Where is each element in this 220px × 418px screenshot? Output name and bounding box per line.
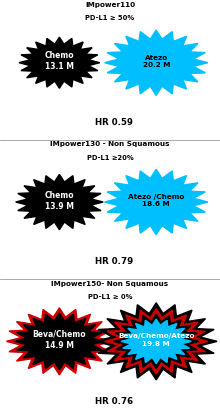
Text: Beva/Chemo/Atezo
19.8 M: Beva/Chemo/Atezo 19.8 M bbox=[118, 333, 194, 347]
Text: HR 0.59: HR 0.59 bbox=[95, 118, 133, 127]
Text: IMpower110: IMpower110 bbox=[85, 2, 135, 8]
Text: PD-L1 ≥ 50%: PD-L1 ≥ 50% bbox=[85, 15, 135, 21]
Text: Beva/Chemo
14.9 M: Beva/Chemo 14.9 M bbox=[33, 330, 86, 350]
Polygon shape bbox=[16, 174, 103, 230]
Polygon shape bbox=[6, 308, 112, 375]
Polygon shape bbox=[15, 313, 104, 370]
Text: HR 0.79: HR 0.79 bbox=[95, 257, 134, 266]
Polygon shape bbox=[113, 314, 199, 369]
Text: HR 0.76: HR 0.76 bbox=[95, 397, 134, 406]
Text: Chemo
13.9 M: Chemo 13.9 M bbox=[45, 191, 74, 211]
Text: PD-L1 ≥20%: PD-L1 ≥20% bbox=[87, 155, 133, 161]
Polygon shape bbox=[104, 308, 208, 374]
Polygon shape bbox=[104, 169, 208, 235]
Polygon shape bbox=[95, 303, 217, 380]
Text: Atezo
20.2 M: Atezo 20.2 M bbox=[143, 55, 170, 68]
Text: IMpower150- Non Squamous: IMpower150- Non Squamous bbox=[51, 281, 169, 287]
Polygon shape bbox=[19, 37, 100, 88]
Text: Chemo
13.1 M: Chemo 13.1 M bbox=[45, 51, 74, 71]
Polygon shape bbox=[104, 30, 208, 95]
Text: IMpower130 - Non Squamous: IMpower130 - Non Squamous bbox=[50, 141, 170, 148]
Text: PD-L1 ≥ 0%: PD-L1 ≥ 0% bbox=[88, 294, 132, 300]
Text: Atezo /Chemo
18.6 M: Atezo /Chemo 18.6 M bbox=[128, 194, 184, 207]
Polygon shape bbox=[121, 319, 191, 364]
